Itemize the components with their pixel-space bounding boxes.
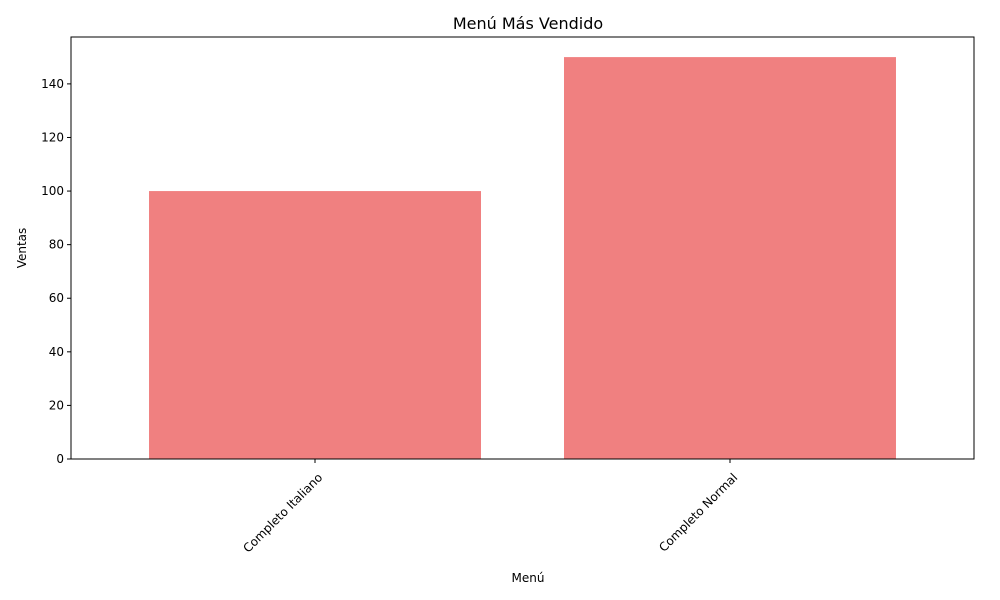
x-tick-label: Completo Italiano xyxy=(240,470,325,555)
bar-completo-normal xyxy=(563,57,896,459)
y-tick-label: 0 xyxy=(56,452,64,466)
y-axis-label: Ventas xyxy=(15,228,29,269)
y-tick-label: 140 xyxy=(41,77,64,91)
bars-group xyxy=(149,57,896,460)
y-tick-label: 120 xyxy=(41,130,64,144)
x-axis-ticks: Completo Italiano Completo Normal xyxy=(240,459,740,555)
bar-completo-italiano xyxy=(149,191,482,460)
plot-frame xyxy=(70,36,975,460)
chart-title: Menú Más Vendido xyxy=(453,14,603,33)
y-axis-ticks: 0 20 40 60 80 100 120 140 xyxy=(41,77,71,466)
x-tick-label: Completo Normal xyxy=(656,470,740,554)
y-tick-label: 100 xyxy=(41,184,64,198)
y-tick-label: 80 xyxy=(49,238,64,252)
y-tick-label: 40 xyxy=(49,345,64,359)
y-tick-label: 20 xyxy=(49,398,64,412)
x-axis-label: Menú xyxy=(512,571,545,585)
y-tick-label: 60 xyxy=(49,291,64,305)
